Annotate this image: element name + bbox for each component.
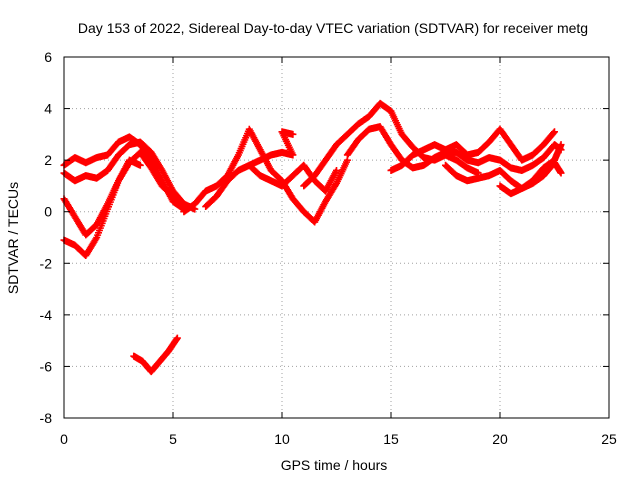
y-tick-label: 0 bbox=[44, 204, 52, 220]
data-point bbox=[557, 141, 565, 149]
data-point bbox=[557, 169, 565, 177]
chart-title: Day 153 of 2022, Sidereal Day-to-day VTE… bbox=[78, 20, 588, 36]
x-tick-label: 0 bbox=[60, 431, 68, 447]
y-tick-label: 4 bbox=[44, 101, 52, 117]
data-point bbox=[550, 129, 558, 137]
data-point bbox=[92, 235, 100, 243]
y-tick-label: -8 bbox=[40, 410, 53, 426]
data-marks bbox=[60, 99, 565, 376]
x-tick-label: 10 bbox=[274, 431, 290, 447]
series-track-d bbox=[60, 156, 144, 260]
x-tick-label: 15 bbox=[383, 431, 399, 447]
y-tick-label: -2 bbox=[40, 255, 53, 271]
data-point bbox=[333, 166, 340, 174]
y-tick-label: 6 bbox=[44, 49, 52, 65]
y-tick-labels: -8 -6 -4 -2 0 2 4 6 bbox=[40, 49, 53, 426]
x-tick-label: 20 bbox=[492, 431, 508, 447]
y-tick-label: -4 bbox=[40, 307, 53, 323]
series-track-j bbox=[343, 123, 565, 174]
x-axis-label: GPS time / hours bbox=[281, 457, 388, 473]
series-track-g bbox=[202, 161, 340, 211]
series-track-k bbox=[387, 125, 558, 174]
axis-ticks bbox=[63, 56, 610, 419]
data-point bbox=[136, 161, 144, 169]
series-track-m bbox=[496, 141, 565, 198]
x-tick-labels: 0 5 10 15 20 25 bbox=[60, 431, 617, 447]
data-point bbox=[289, 130, 297, 138]
data-point bbox=[179, 202, 187, 210]
y-tick-label: -6 bbox=[40, 358, 53, 374]
series-track-f bbox=[180, 125, 351, 226]
y-axis-label: SDTVAR / TECUs bbox=[5, 182, 21, 294]
series-track-h bbox=[245, 128, 297, 169]
y-tick-label: 2 bbox=[44, 152, 52, 168]
data-point bbox=[551, 128, 558, 136]
x-tick-label: 5 bbox=[169, 431, 177, 447]
plot-frame bbox=[63, 56, 610, 419]
data-point bbox=[173, 334, 181, 342]
series-track-e bbox=[130, 334, 181, 376]
x-tick-label: 25 bbox=[601, 431, 617, 447]
